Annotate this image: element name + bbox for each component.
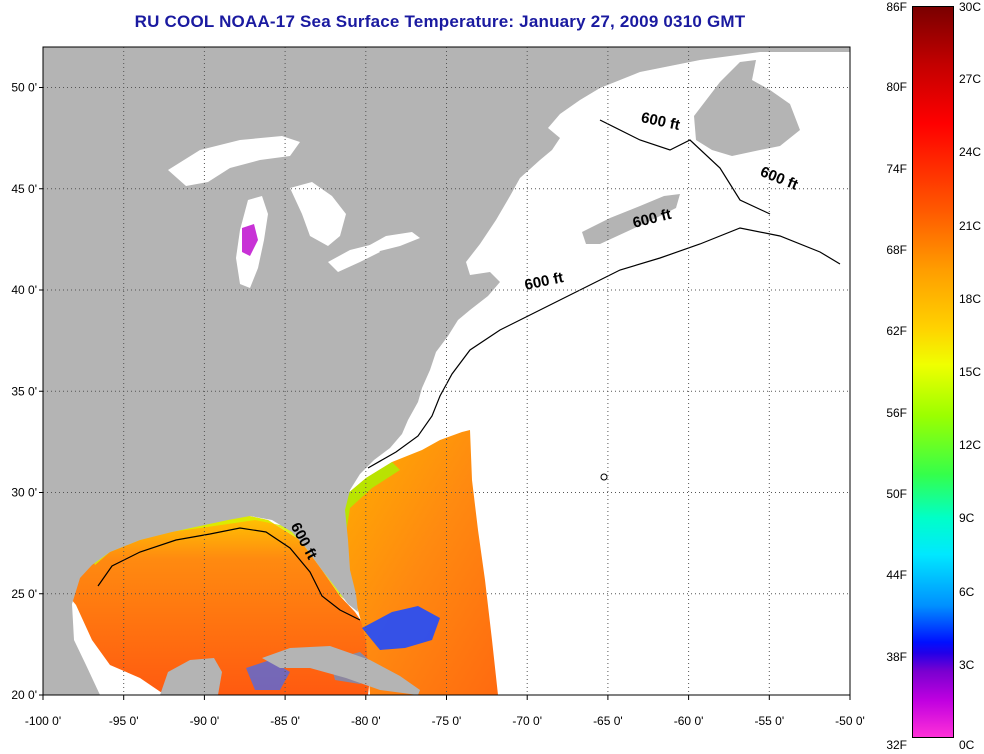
lake-michigan-sst	[242, 224, 258, 256]
colorbar-label-c: 0C	[959, 738, 975, 752]
colorbar-label-f: 32F	[886, 738, 907, 752]
lat-tick-label: 40 0'	[11, 283, 37, 297]
colorbar-label-f: 38F	[886, 649, 907, 664]
lon-tick-label: -60 0'	[674, 714, 704, 728]
lat-tick-label: 20 0'	[11, 688, 37, 702]
colorbar-label-c: 3C	[959, 657, 975, 672]
lake-huron	[290, 182, 346, 246]
colorbar-label-c: 27C	[959, 72, 982, 87]
lat-tick-label: 45 0'	[11, 182, 37, 196]
longitude-ticks: -100 0' -95 0' -90 0' -85 0' -80 0' -75 0' -70…	[25, 695, 865, 728]
colorbar-label-f: 62F	[886, 324, 907, 339]
lon-tick-label: -95 0'	[109, 714, 139, 728]
lon-tick-label: -100 0'	[25, 714, 61, 728]
lat-tick-label: 25 0'	[11, 587, 37, 601]
lon-tick-label: -85 0'	[270, 714, 300, 728]
colorbar-label-c: 9C	[959, 511, 975, 526]
map-title: RU COOL NOAA-17 Sea Surface Temperature:…	[134, 12, 746, 31]
lake-superior	[168, 136, 300, 186]
lon-tick-label: -80 0'	[351, 714, 381, 728]
colorbar-label-c: 12C	[959, 438, 982, 453]
colorbar-label-f: 44F	[886, 568, 907, 583]
lon-tick-label: -65 0'	[593, 714, 623, 728]
lon-tick-label: -55 0'	[754, 714, 784, 728]
lon-tick-label: -90 0'	[190, 714, 220, 728]
land-north-america	[43, 47, 850, 695]
isobath-600ft-gulf	[97, 527, 361, 621]
lon-tick-label: -50 0'	[835, 714, 865, 728]
colorbar-label-c: 24C	[959, 145, 982, 160]
lat-tick-label: 50 0'	[11, 81, 37, 95]
sst-cool-patch-bahamas	[362, 606, 440, 650]
colorbar-label-f: 80F	[886, 80, 907, 95]
gridlines	[43, 47, 850, 695]
sst-cool-patch-caribbean	[246, 660, 290, 690]
colorbar-label-c: 21C	[959, 218, 982, 233]
colorbar-label-f: 86F	[886, 0, 907, 14]
colorbar-label-c: 6C	[959, 584, 975, 599]
temperature-colorbar	[912, 6, 954, 738]
latitude-ticks: 20 0' 25 0' 30 0' 35 0' 40 0' 45 0' 50 0'	[11, 81, 43, 702]
gulf-of-st-lawrence	[560, 98, 700, 190]
land-cuba	[262, 646, 420, 695]
colorbar-label-f: 74F	[886, 161, 907, 176]
island-bermuda	[600, 473, 608, 481]
colorbar-label-f: 56F	[886, 405, 907, 420]
colorbar-label-c: 18C	[959, 291, 982, 306]
lat-tick-label: 30 0'	[11, 486, 37, 500]
isobath-600ft-stlawrence	[599, 119, 771, 215]
lake-erie	[328, 244, 380, 272]
lat-tick-label: 35 0'	[11, 384, 37, 398]
isobath-600ft-atlantic	[367, 227, 841, 469]
land-nova-scotia	[582, 194, 680, 244]
land-yucatan	[160, 658, 222, 695]
lon-tick-label: -70 0'	[512, 714, 542, 728]
colorbar-label-c: 15C	[959, 365, 982, 379]
colorbar-label-f: 68F	[886, 243, 907, 257]
colorbar-label-c: 30C	[959, 0, 982, 14]
lake-ontario	[368, 232, 420, 252]
colorbar-label-f: 50F	[886, 487, 907, 501]
lon-tick-label: -75 0'	[432, 714, 462, 728]
land-newfoundland	[694, 60, 800, 156]
